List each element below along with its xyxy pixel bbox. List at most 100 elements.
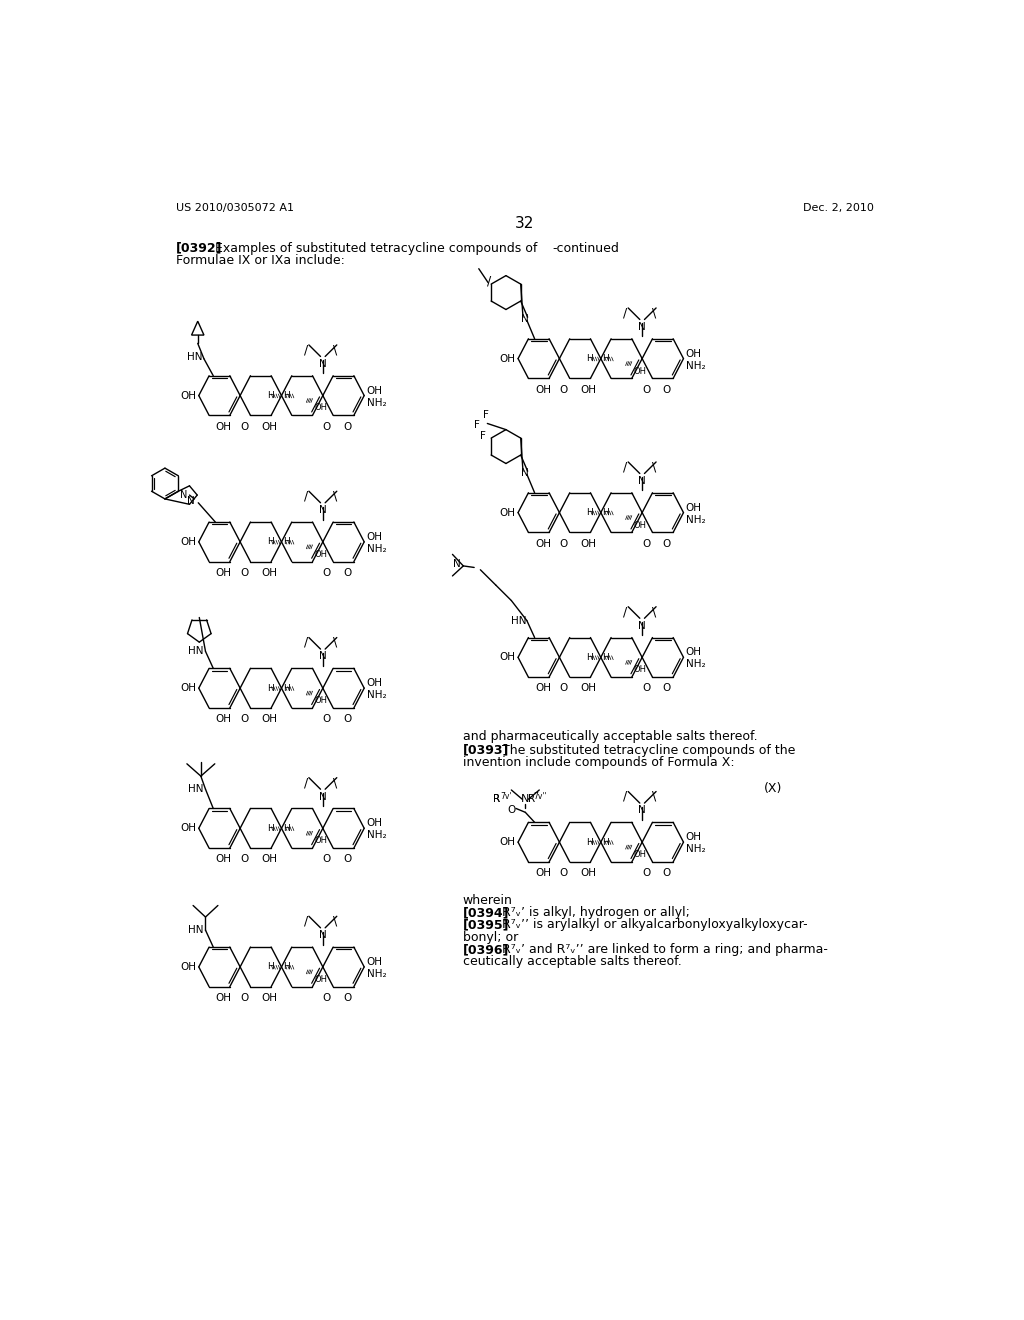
Text: Dec. 2, 2010: Dec. 2, 2010 (803, 203, 873, 213)
Text: OH: OH (367, 818, 383, 829)
Text: O: O (241, 854, 249, 865)
Text: [0394]: [0394] (463, 906, 509, 919)
Text: O: O (642, 684, 650, 693)
Text: O: O (343, 714, 352, 725)
Text: \: \ (652, 461, 656, 474)
Text: F: F (473, 420, 479, 430)
Text: OH: OH (535, 684, 551, 693)
Text: O: O (507, 805, 515, 814)
Text: The substituted tetracycline compounds of the: The substituted tetracycline compounds o… (502, 743, 795, 756)
Text: OH: OH (180, 824, 197, 833)
Text: N: N (521, 795, 529, 804)
Text: O: O (323, 854, 331, 865)
Text: Examples of substituted tetracycline compounds of: Examples of substituted tetracycline com… (215, 242, 538, 255)
Text: 7v': 7v' (501, 792, 512, 801)
Text: [0395]: [0395] (463, 919, 509, 932)
Text: OH: OH (500, 652, 516, 663)
Text: OH: OH (686, 832, 701, 842)
Text: NH₂: NH₂ (686, 360, 706, 371)
Text: H: H (602, 508, 609, 517)
Text: N: N (318, 792, 327, 801)
Text: OH: OH (634, 520, 646, 529)
Text: US 2010/0305072 A1: US 2010/0305072 A1 (176, 203, 294, 213)
Text: O: O (343, 993, 352, 1003)
Text: N: N (318, 506, 327, 515)
Text: R⁷ᵥ’’ is arylalkyl or alkyalcarbonyloxyalkyloxycar-: R⁷ᵥ’’ is arylalkyl or alkyalcarbonyloxya… (502, 919, 807, 932)
Text: OH: OH (261, 993, 278, 1003)
Text: H: H (602, 354, 609, 363)
Text: R⁷ᵥ’ and R⁷ᵥ’’ are linked to form a ring; and pharma-: R⁷ᵥ’ and R⁷ᵥ’’ are linked to form a ring… (502, 942, 827, 956)
Text: O: O (241, 993, 249, 1003)
Text: OH: OH (500, 354, 516, 363)
Text: H: H (283, 391, 290, 400)
Text: H: H (267, 537, 274, 546)
Text: OH: OH (686, 348, 701, 359)
Text: HN: HN (187, 352, 203, 362)
Text: H: H (587, 837, 593, 846)
Text: OH: OH (500, 837, 516, 847)
Text: OH: OH (261, 714, 278, 725)
Text: N: N (318, 359, 327, 368)
Text: NH₂: NH₂ (367, 397, 386, 408)
Text: N: N (318, 931, 327, 940)
Text: OH: OH (180, 391, 197, 400)
Text: OH: OH (686, 647, 701, 657)
Text: OH: OH (216, 421, 231, 432)
Text: O: O (323, 568, 331, 578)
Text: H: H (267, 962, 274, 972)
Text: H: H (283, 824, 290, 833)
Text: N: N (638, 805, 646, 816)
Text: OH: OH (180, 962, 197, 972)
Text: NH₂: NH₂ (686, 515, 706, 524)
Text: O: O (241, 421, 249, 432)
Text: H: H (602, 653, 609, 661)
Text: [0396]: [0396] (463, 942, 509, 956)
Text: O: O (642, 384, 650, 395)
Text: \: \ (333, 343, 337, 356)
Text: /: / (304, 776, 308, 789)
Text: R: R (494, 795, 501, 804)
Text: OH: OH (314, 837, 327, 845)
Text: O: O (241, 568, 249, 578)
Text: OH: OH (261, 568, 278, 578)
Text: [0393]: [0393] (463, 743, 509, 756)
Text: OH: OH (314, 404, 327, 412)
Text: NH₂: NH₂ (686, 845, 706, 854)
Text: (X): (X) (764, 781, 782, 795)
Text: OH: OH (367, 385, 383, 396)
Text: H: H (587, 653, 593, 661)
Text: OH: OH (581, 869, 596, 878)
Text: OH: OH (314, 975, 327, 983)
Text: /: / (623, 605, 628, 618)
Text: and pharmaceutically acceptable salts thereof.: and pharmaceutically acceptable salts th… (463, 730, 758, 743)
Text: \: \ (333, 776, 337, 789)
Text: O: O (241, 714, 249, 725)
Text: OH: OH (581, 384, 596, 395)
Text: 32: 32 (515, 216, 535, 231)
Text: OH: OH (180, 537, 197, 546)
Text: N: N (179, 490, 187, 500)
Text: OH: OH (500, 508, 516, 517)
Text: OH: OH (367, 957, 383, 968)
Text: N: N (638, 322, 646, 331)
Text: /: / (304, 636, 308, 649)
Text: F: F (483, 409, 488, 420)
Text: HN: HN (511, 616, 527, 626)
Text: HN: HN (188, 925, 204, 935)
Text: H: H (267, 684, 274, 693)
Text: OH: OH (634, 367, 646, 375)
Text: 7v'': 7v'' (534, 792, 547, 801)
Text: OH: OH (216, 714, 231, 725)
Text: O: O (343, 568, 352, 578)
Text: NH₂: NH₂ (686, 660, 706, 669)
Text: H: H (283, 537, 290, 546)
Text: R: R (528, 795, 536, 804)
Text: OH: OH (367, 678, 383, 688)
Text: OH: OH (216, 993, 231, 1003)
Text: O: O (559, 869, 567, 878)
Text: OH: OH (581, 539, 596, 549)
Text: \: \ (333, 915, 337, 928)
Text: NH₂: NH₂ (367, 544, 386, 554)
Text: OH: OH (581, 684, 596, 693)
Text: HN: HN (188, 784, 204, 795)
